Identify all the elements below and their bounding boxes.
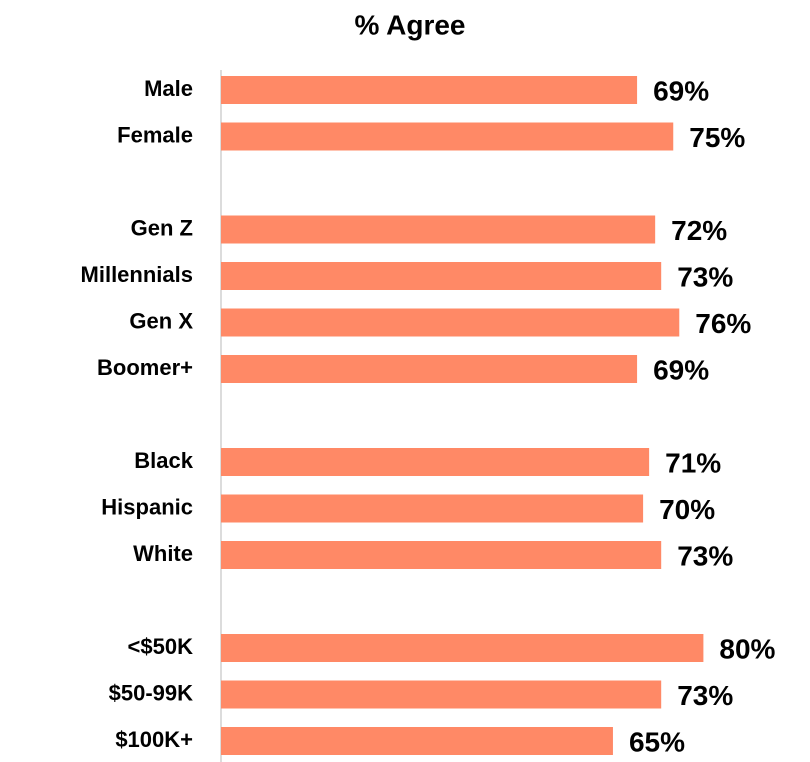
bar (221, 680, 662, 709)
category-label: Millennials (81, 262, 193, 287)
value-label: 65% (629, 726, 685, 757)
bar (221, 355, 638, 383)
value-label: 75% (689, 122, 745, 153)
category-label: $50-99K (109, 680, 194, 705)
bar (221, 634, 704, 662)
value-label: 76% (695, 308, 751, 339)
category-label: Female (117, 122, 193, 147)
category-label: Boomer+ (97, 355, 193, 380)
bar (221, 494, 644, 523)
value-label: 70% (659, 494, 715, 525)
category-label: Hispanic (101, 494, 193, 519)
category-label: $100K+ (115, 727, 193, 752)
value-label: 73% (677, 261, 733, 292)
value-label: 73% (677, 680, 733, 711)
category-label: Black (134, 448, 193, 473)
value-label: 71% (665, 447, 721, 478)
bar (221, 541, 662, 569)
bar (221, 727, 613, 755)
value-label: 69% (653, 75, 709, 106)
bar (221, 308, 680, 337)
bar (221, 122, 674, 151)
category-label: Gen Z (131, 215, 193, 240)
category-label: <$50K (128, 634, 194, 659)
chart-title: % Agree (354, 9, 465, 40)
category-label: Male (144, 76, 193, 101)
bar (221, 76, 638, 104)
bar (221, 262, 662, 290)
value-label: 80% (719, 633, 775, 664)
bar (221, 448, 650, 476)
bar (221, 215, 656, 244)
value-label: 69% (653, 354, 709, 385)
value-label: 73% (677, 540, 733, 571)
category-label: White (133, 541, 193, 566)
value-label: 72% (671, 215, 727, 246)
category-label: Gen X (129, 308, 193, 333)
